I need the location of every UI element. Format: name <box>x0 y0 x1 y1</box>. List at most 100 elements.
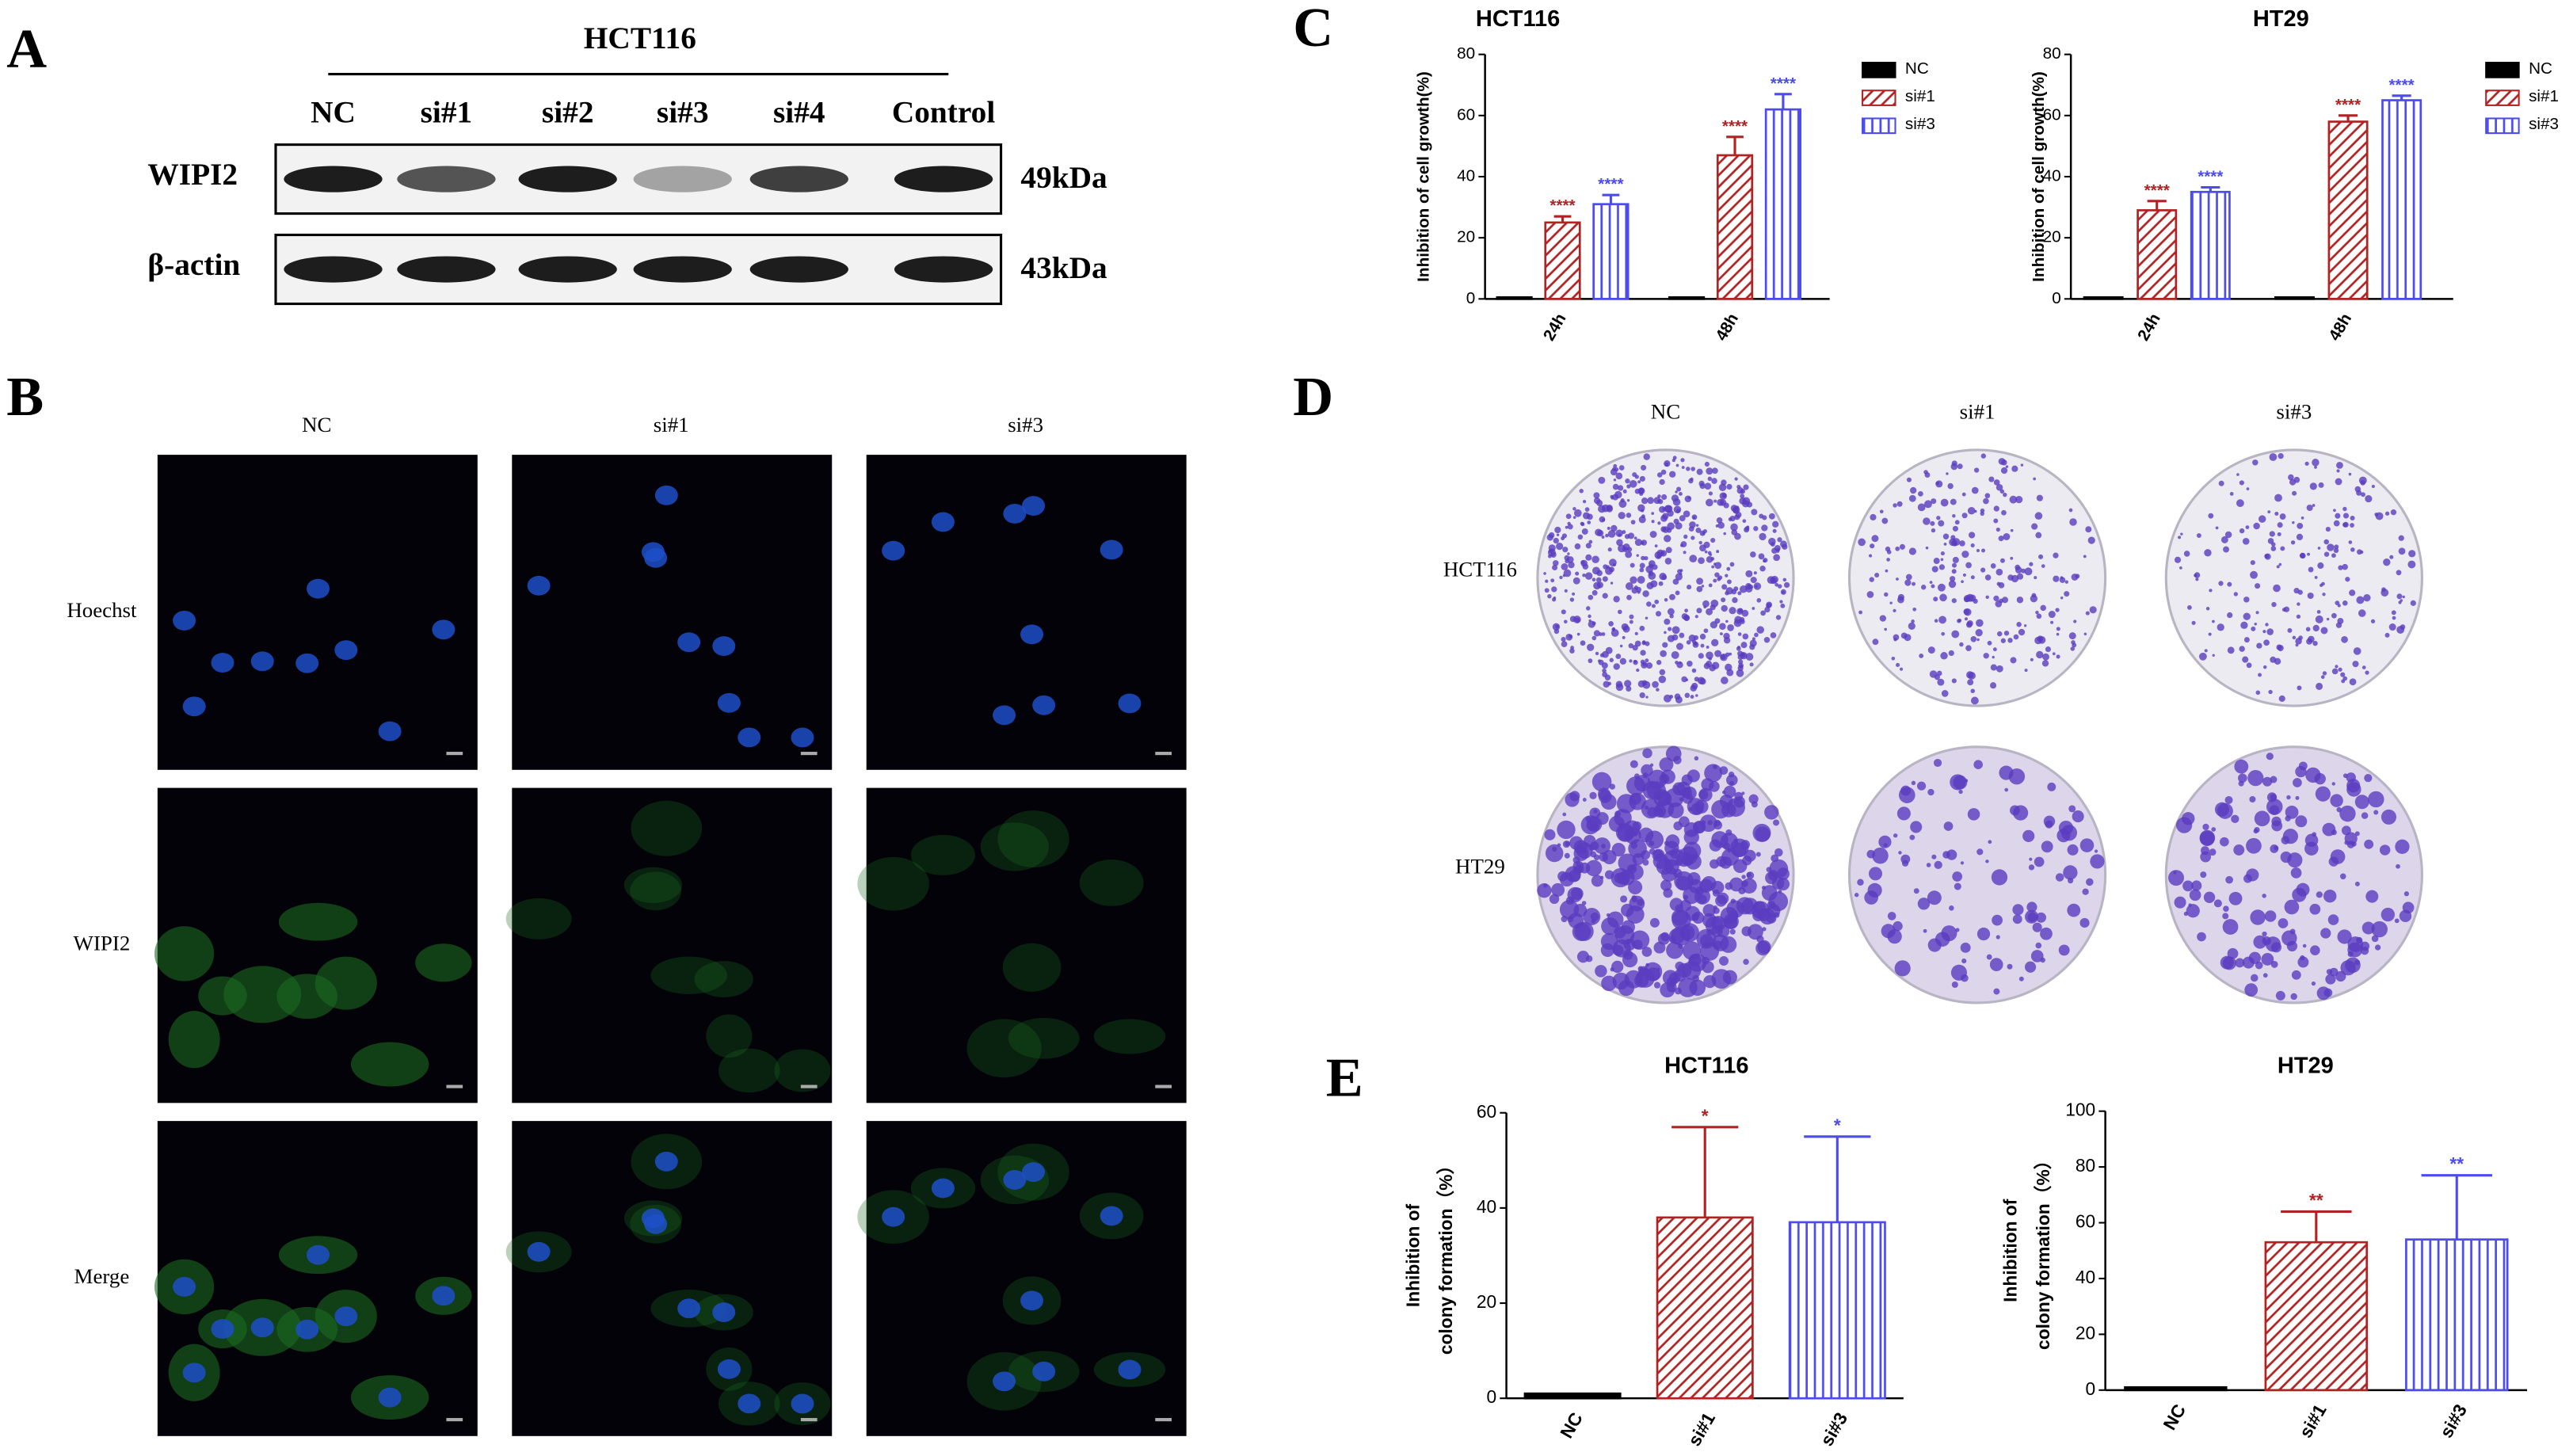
colony <box>1561 563 1569 570</box>
colony <box>1569 616 1576 623</box>
colony <box>2243 637 2250 643</box>
colony <box>1919 654 1924 658</box>
colony <box>1716 550 1720 554</box>
colony <box>1720 632 1723 636</box>
colony <box>2001 509 2007 516</box>
colony <box>2073 619 2077 623</box>
colony <box>2269 805 2280 815</box>
colony <box>1649 531 1657 538</box>
colony <box>1681 676 1687 683</box>
colony <box>1723 502 1729 509</box>
colony <box>2234 759 2249 774</box>
colony <box>1553 560 1559 566</box>
colony <box>1938 564 1946 570</box>
y-tick-label: 20 <box>2076 1322 2095 1343</box>
colony <box>2269 531 2275 537</box>
colony <box>1998 458 2006 465</box>
y-tick-label: 0 <box>1486 1386 1496 1407</box>
colony <box>1782 577 1787 582</box>
colony <box>1729 772 1735 778</box>
colony <box>2030 657 2034 661</box>
colony <box>1999 558 2005 563</box>
colony <box>1721 584 1728 590</box>
micrograph <box>857 1121 1187 1436</box>
colony <box>1585 606 1591 611</box>
colony <box>1645 962 1649 967</box>
nucleus <box>527 1241 551 1262</box>
micrograph <box>157 455 478 770</box>
colony <box>1638 487 1645 494</box>
colony <box>1662 642 1668 648</box>
colony <box>2229 492 2234 496</box>
colony <box>2327 914 2339 925</box>
colony <box>1641 947 1652 957</box>
colony <box>1911 619 1915 623</box>
colony <box>1669 614 1674 619</box>
colony <box>2335 665 2339 669</box>
colony <box>2202 823 2209 831</box>
colony <box>2292 520 2295 524</box>
colony <box>1869 577 1874 582</box>
colony <box>1598 505 1606 513</box>
colony <box>1630 760 1638 768</box>
colony <box>2082 888 2089 895</box>
colony <box>1933 597 1938 602</box>
colony <box>2024 669 2028 673</box>
colony <box>1943 542 1947 546</box>
colony <box>1951 981 1958 989</box>
colony <box>1687 585 1692 590</box>
colony <box>2295 795 2300 800</box>
colony <box>2089 606 2097 614</box>
colony <box>2035 532 2042 539</box>
colony <box>1568 561 1575 569</box>
chart-title: HCT116 <box>1476 6 1560 32</box>
colony <box>1581 528 1588 535</box>
colony <box>1990 563 1996 569</box>
colony <box>1745 653 1754 661</box>
colony <box>1660 469 1667 475</box>
colony <box>1617 485 1624 491</box>
colony <box>2297 685 2302 691</box>
colony <box>2007 963 2013 970</box>
colony <box>2030 595 2038 603</box>
colony <box>1610 967 1614 972</box>
colony <box>2381 809 2397 825</box>
colony <box>1733 838 1738 843</box>
colony <box>1737 591 1742 596</box>
colony <box>2290 867 2302 879</box>
colony <box>2034 512 2043 520</box>
colony <box>1601 917 1619 936</box>
blot-band <box>518 166 617 192</box>
scale-bar <box>800 1418 818 1422</box>
colony <box>1611 496 1614 500</box>
colony <box>2298 761 2308 771</box>
colony <box>2036 494 2043 501</box>
colony <box>1569 791 1580 802</box>
colony <box>2267 510 2271 514</box>
column-label: si#1 <box>1960 399 1996 423</box>
colony <box>2238 773 2247 783</box>
colony <box>2060 597 2064 600</box>
colony <box>1887 912 1896 920</box>
colony <box>1748 794 1759 804</box>
blot-row-label: WIPI2 <box>147 157 238 192</box>
colony <box>1894 960 1911 977</box>
colony <box>2270 776 2278 783</box>
colony <box>2371 920 2388 938</box>
colony <box>2030 950 2044 962</box>
colony <box>1910 821 1923 833</box>
blot-band <box>284 256 383 283</box>
colony <box>1729 780 1735 786</box>
colony <box>2056 627 2060 631</box>
colony <box>1917 490 1923 497</box>
colony <box>1589 791 1597 799</box>
colony <box>2041 660 2049 667</box>
colony <box>2261 952 2274 966</box>
colony <box>1660 650 1667 657</box>
colony <box>1596 570 1603 577</box>
colony <box>1634 640 1641 647</box>
nucleus <box>378 721 402 741</box>
colony <box>2322 593 2326 597</box>
colony <box>1595 528 1603 536</box>
colony <box>1602 668 1607 673</box>
